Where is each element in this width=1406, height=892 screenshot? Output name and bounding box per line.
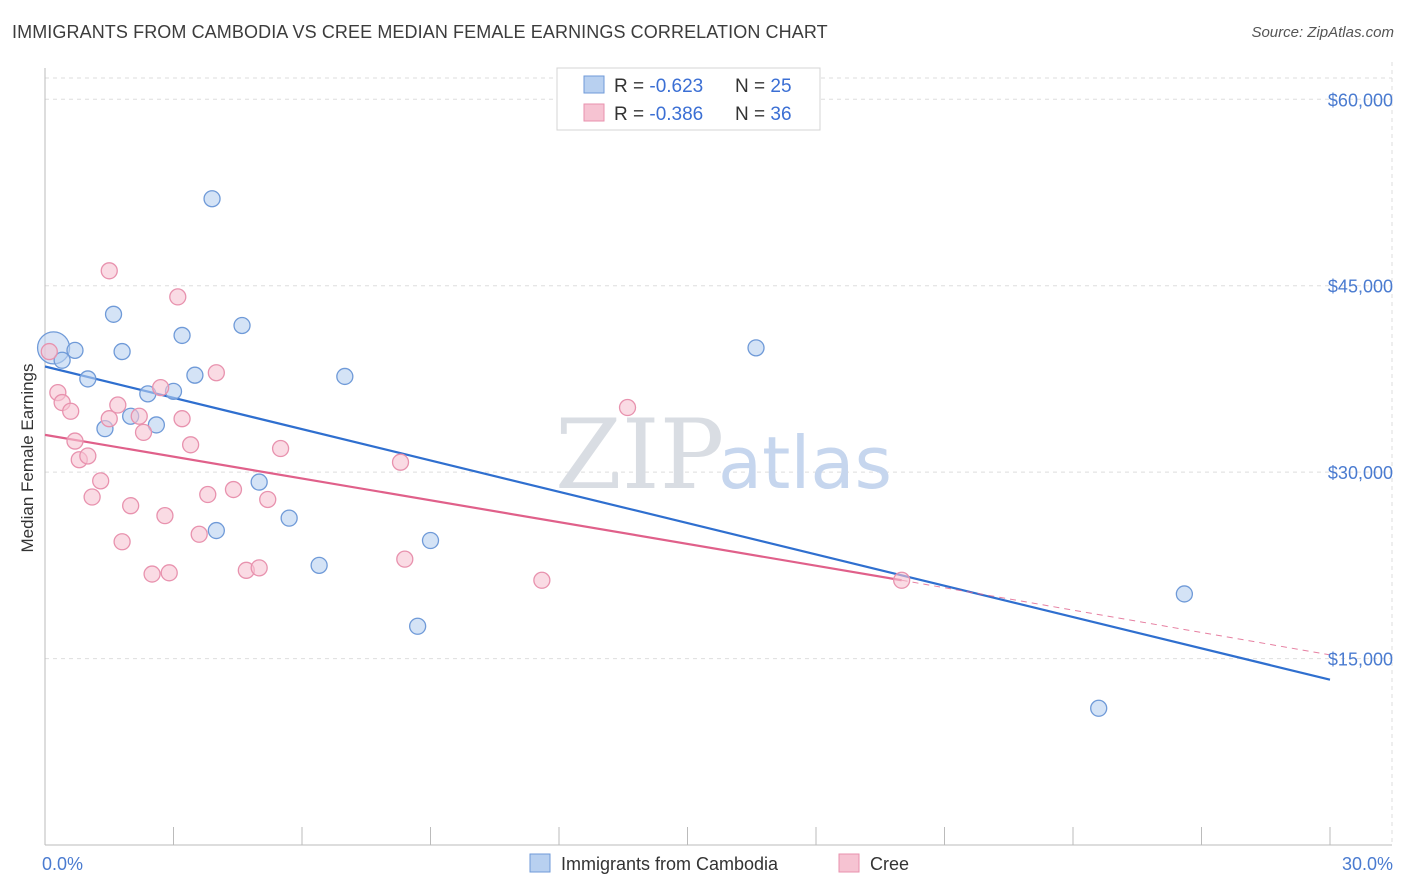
point-cambodia-13 <box>203 190 221 208</box>
point-cambodia-14 <box>207 521 225 540</box>
point-cree-12 <box>113 533 131 551</box>
point-cree-14 <box>130 407 148 425</box>
series-legend: Immigrants from Cambodia Cree <box>529 853 909 874</box>
point-cambodia-12 <box>186 366 204 384</box>
legend-r-value-2: -0.386 <box>649 104 703 125</box>
watermark: ZIP atlas <box>555 399 892 511</box>
point-cambodia-9 <box>147 416 166 434</box>
series-legend-swatch-cambodia <box>529 853 551 873</box>
point-cree-10 <box>100 262 118 280</box>
series-legend-swatch-cree <box>838 853 860 873</box>
data-points <box>36 190 1194 717</box>
point-cambodia-5 <box>104 305 123 323</box>
point-cree-3 <box>62 402 80 420</box>
point-cree-16 <box>143 565 161 583</box>
legend-r-label-1: R = <box>614 76 649 97</box>
point-cree-15 <box>134 423 153 442</box>
point-cree-19 <box>160 564 178 582</box>
y-tick-label-1: $30,000 <box>1328 463 1393 483</box>
point-cree-32 <box>396 550 414 568</box>
y-tick-labels: $15,000 $30,000 $45,000 $60,000 <box>1328 90 1393 669</box>
legend-n-value-2: 36 <box>770 104 791 125</box>
legend-swatch-cambodia <box>583 75 605 94</box>
axes <box>44 68 1392 846</box>
legend-swatch-cree <box>583 103 605 122</box>
svg-text:R = -0.386: R = -0.386 <box>614 104 703 125</box>
point-cambodia-24 <box>1175 585 1194 603</box>
watermark-zip: ZIP <box>555 399 724 511</box>
point-cree-21 <box>173 410 191 428</box>
point-cambodia-20 <box>408 617 427 635</box>
svg-text:R = -0.623: R = -0.623 <box>614 76 703 97</box>
point-cree-0 <box>40 342 58 361</box>
point-cree-7 <box>83 488 101 506</box>
watermark-atlas: atlas <box>718 421 892 505</box>
point-cree-26 <box>224 480 243 499</box>
point-cree-4 <box>66 432 84 450</box>
point-cree-8 <box>92 472 110 490</box>
point-cambodia-6 <box>113 342 131 361</box>
legend-n-label-2: N = <box>735 104 770 125</box>
point-cambodia-22 <box>747 339 765 357</box>
point-cree-33 <box>533 571 551 589</box>
point-cree-30 <box>271 439 290 458</box>
point-cambodia-19 <box>336 367 354 386</box>
trend-line-cambodia <box>44 365 1331 681</box>
point-cambodia-18 <box>310 556 328 575</box>
x-tick-label-1: 30.0% <box>1342 854 1393 874</box>
y-tick-label-0: $15,000 <box>1328 650 1393 670</box>
point-cree-23 <box>190 525 208 543</box>
legend-box: R = -0.623 N = 25 R = -0.386 N = 36 <box>556 67 821 131</box>
legend-r-label-2: R = <box>614 104 649 125</box>
x-tick-label-0: 0.0% <box>42 854 83 874</box>
svg-text:N = 25: N = 25 <box>735 76 792 97</box>
point-cree-29 <box>259 490 277 509</box>
point-cree-6 <box>79 447 97 465</box>
point-cree-35 <box>893 571 911 589</box>
point-cree-18 <box>156 506 174 525</box>
series-legend-label-cree: Cree <box>870 854 909 874</box>
point-cree-28 <box>250 559 268 577</box>
legend-r-value-1: -0.623 <box>649 76 703 97</box>
point-cambodia-16 <box>250 473 268 491</box>
y-tick-label-3: $60,000 <box>1328 90 1393 110</box>
svg-text:N = 36: N = 36 <box>735 104 792 125</box>
x-tick-labels: 0.0% 30.0% <box>42 854 1393 874</box>
point-cree-20 <box>169 288 187 306</box>
legend-n-label-1: N = <box>735 76 770 97</box>
point-cree-34 <box>618 398 637 417</box>
chart-title: IMMIGRANTS FROM CAMBODIA VS CREE MEDIAN … <box>12 22 828 42</box>
trend-lines <box>44 365 1331 681</box>
point-cambodia-15 <box>233 316 251 335</box>
point-cambodia-17 <box>280 509 298 527</box>
point-cambodia-23 <box>1090 699 1108 717</box>
point-cree-31 <box>391 453 410 471</box>
y-tick-label-2: $45,000 <box>1328 277 1393 297</box>
point-cree-17 <box>151 378 170 397</box>
source-label: Source: ZipAtlas.com <box>1251 24 1394 41</box>
point-cambodia-3 <box>79 370 97 388</box>
point-cambodia-1 <box>53 351 71 369</box>
point-cree-25 <box>207 364 225 382</box>
series-legend-label-cambodia: Immigrants from Cambodia <box>561 854 779 874</box>
point-cree-9 <box>100 410 118 428</box>
y-axis-title: Median Female Earnings <box>18 364 37 553</box>
point-cree-22 <box>181 436 200 454</box>
point-cree-24 <box>199 485 217 504</box>
trend-line-cree <box>44 433 902 582</box>
legend-n-value-1: 25 <box>770 76 791 97</box>
point-cambodia-21 <box>421 531 440 550</box>
point-cambodia-2 <box>66 341 84 359</box>
point-cree-13 <box>122 497 140 515</box>
point-cambodia-11 <box>173 326 191 345</box>
point-cree-11 <box>109 396 127 414</box>
